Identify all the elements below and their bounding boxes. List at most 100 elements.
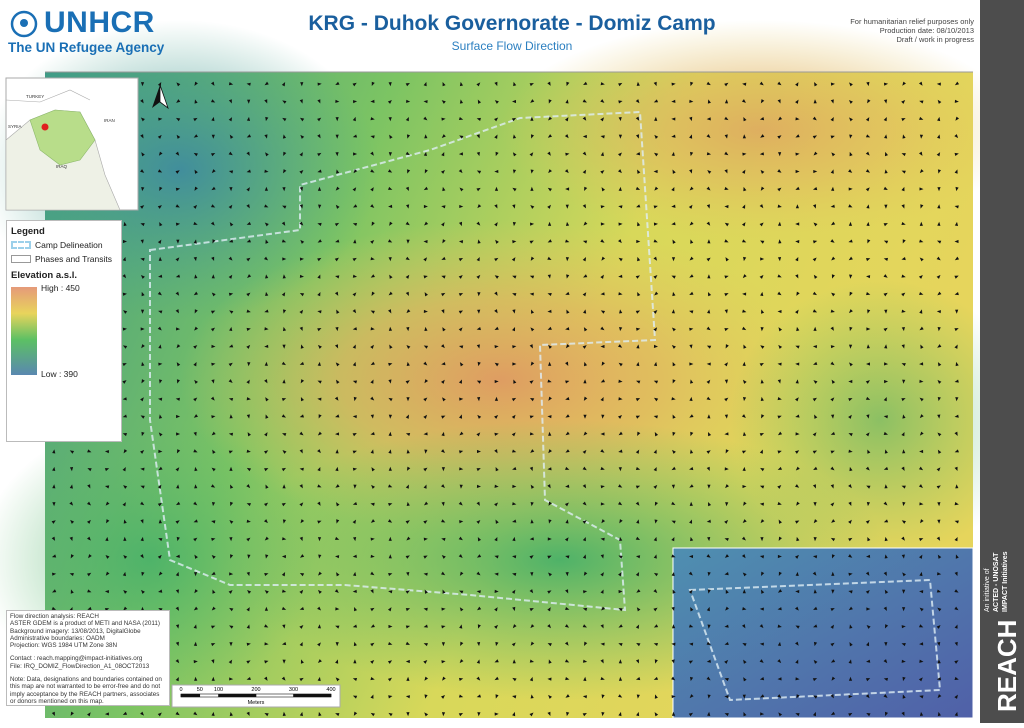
flow-arrow (600, 449, 605, 453)
flow-arrow (388, 536, 392, 541)
flow-arrow (459, 414, 463, 419)
flow-arrow (777, 309, 782, 314)
flow-arrow (140, 606, 145, 611)
flow-arrow (388, 695, 393, 699)
map-subtitle: Surface Flow Direction (451, 39, 573, 53)
flow-arrow (743, 677, 747, 682)
flow-arrow (761, 309, 765, 314)
flow-arrow (264, 344, 269, 348)
flow-arrow (246, 221, 251, 225)
flow-arrow (777, 204, 782, 208)
flow-arrow (441, 100, 446, 104)
flow-arrow (387, 239, 393, 243)
flow-arrow (529, 380, 534, 384)
flow-arrow (246, 151, 250, 156)
flow-arrow (459, 431, 464, 436)
flow-arrow (122, 380, 127, 384)
flow-arrow (848, 449, 853, 453)
flow-arrow (318, 414, 322, 419)
flow-arrow (335, 607, 340, 611)
flow-arrow (831, 186, 835, 191)
flow-arrow (228, 170, 234, 174)
flow-arrow (228, 292, 234, 296)
flow-arrow (600, 344, 605, 349)
flow-arrow (635, 186, 641, 190)
flow-arrow (848, 572, 853, 576)
flow-arrow (742, 152, 747, 156)
flow-arrow (706, 466, 710, 472)
flow-arrow (600, 432, 605, 436)
flow-arrow (742, 82, 747, 86)
flow-arrow (830, 484, 834, 489)
flow-arrow (741, 326, 747, 331)
flow-arrow (282, 379, 286, 384)
flow-arrow (831, 571, 835, 576)
note-line: Draft / work in progress (896, 35, 974, 44)
flow-arrow (352, 589, 357, 593)
flow-arrow (352, 82, 357, 87)
flow-arrow (849, 466, 853, 472)
flow-arrow (424, 326, 428, 331)
flow-arrow (459, 520, 464, 524)
flow-arrow (741, 222, 746, 227)
flow-arrow (919, 449, 924, 454)
flow-arrow (352, 519, 357, 524)
flow-arrow (742, 694, 746, 699)
flow-arrow (512, 572, 517, 576)
flow-arrow (228, 274, 233, 279)
flow-arrow (813, 326, 817, 331)
flow-arrow (884, 151, 888, 157)
flow-arrow (918, 484, 923, 488)
flow-arrow (299, 677, 304, 682)
flow-arrow (653, 222, 658, 226)
flow-arrow (777, 554, 782, 559)
flow-arrow (158, 449, 163, 454)
flow-arrow (565, 572, 569, 577)
flow-arrow (175, 151, 180, 156)
flow-arrow (476, 590, 481, 594)
logo: UNHCR The UN Refugee Agency (8, 8, 164, 56)
flow-arrow (548, 99, 552, 104)
flow-arrow (954, 205, 959, 209)
flow-arrow (795, 309, 799, 314)
flow-arrow (636, 519, 640, 524)
flow-arrow (920, 519, 924, 524)
flow-arrow (458, 536, 463, 541)
flow-arrow (795, 484, 800, 488)
flow-arrow (335, 642, 339, 647)
flow-arrow (795, 222, 800, 226)
flow-arrow (158, 466, 163, 471)
flow-arrow (671, 711, 676, 716)
flow-arrow (936, 256, 941, 261)
flow-arrow (370, 187, 374, 192)
flow-arrow (282, 274, 286, 279)
flow-arrow (760, 694, 765, 698)
flow-arrow (672, 414, 676, 419)
flow-arrow (919, 134, 924, 139)
flow-arrow (193, 711, 198, 716)
scale-tick-label: 300 (289, 687, 298, 693)
flow-arrow (458, 694, 464, 698)
flow-arrow (884, 554, 888, 559)
flow-arrow (831, 519, 836, 523)
flow-arrow (600, 205, 605, 209)
flow-arrow (884, 379, 889, 384)
flow-arrow (707, 239, 711, 244)
flow-arrow (512, 606, 516, 612)
flow-arrow (210, 484, 216, 488)
flow-arrow (795, 117, 800, 121)
flow-arrow (547, 134, 552, 138)
flow-arrow (317, 169, 322, 173)
flow-arrow (529, 432, 535, 436)
flow-arrow (742, 450, 747, 454)
flow-arrow (228, 239, 234, 243)
flow-arrow (636, 711, 640, 717)
flow-arrow (936, 274, 941, 279)
flow-arrow (123, 606, 128, 611)
flow-arrow (653, 466, 657, 472)
flow-arrow (777, 659, 782, 664)
flow-arrow (335, 432, 340, 436)
flow-arrow (759, 362, 764, 367)
flow-arrow (690, 607, 694, 612)
flow-arrow (672, 239, 676, 244)
